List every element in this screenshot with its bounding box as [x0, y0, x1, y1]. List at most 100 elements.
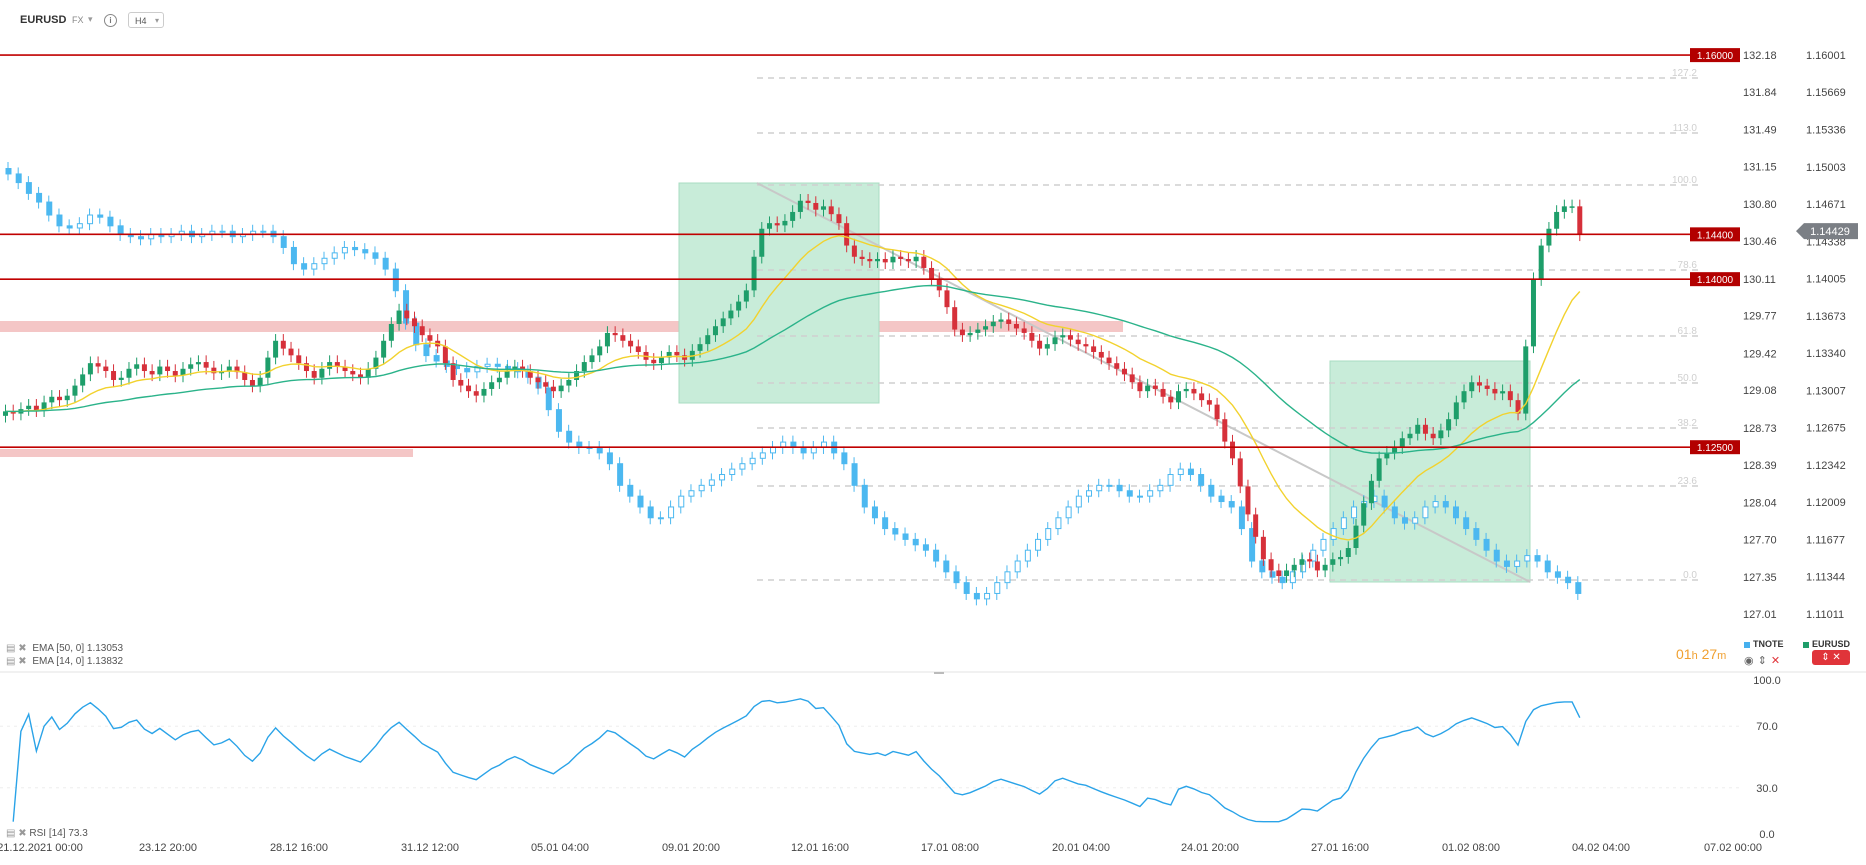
- candle-body: [574, 371, 580, 380]
- eurusd-candle: [126, 362, 132, 385]
- eurusd-candle: [1098, 345, 1104, 365]
- eurusd-candle: [1430, 427, 1436, 445]
- eurusd-candle: [1461, 384, 1467, 410]
- tnote-candle: [1493, 543, 1500, 568]
- eurusd-candle: [172, 364, 178, 383]
- tnote-candle: [219, 224, 226, 238]
- tnote-body: [1004, 571, 1011, 584]
- eurusd-candle: [1245, 479, 1251, 522]
- eurusd-candle: [658, 350, 664, 370]
- tnote-body: [107, 216, 114, 227]
- tnote-body: [5, 168, 12, 175]
- tnote-candle: [871, 500, 878, 525]
- tnote-candle: [1340, 511, 1347, 536]
- eurusd-candle: [1314, 554, 1320, 578]
- eurusd-candle: [327, 355, 333, 376]
- tnote-body: [627, 484, 634, 497]
- candle-body: [1006, 319, 1012, 324]
- eurusd-candle: [95, 356, 101, 374]
- tnote-body: [1391, 506, 1398, 519]
- eurusd-candle: [296, 348, 302, 370]
- candle-body: [1052, 337, 1058, 345]
- x-tick-label: 01.02 08:00: [1442, 842, 1500, 854]
- eye-icon[interactable]: ◉: [1744, 655, 1754, 667]
- tnote-candle: [566, 424, 573, 449]
- tnote-body: [617, 463, 624, 486]
- candle-body: [697, 344, 703, 351]
- active-series-controls[interactable]: ⇕ ✕: [1812, 650, 1850, 665]
- tnote-body: [637, 495, 644, 508]
- tnote-candle: [56, 208, 63, 233]
- candle-body: [64, 395, 70, 401]
- candle-body: [3, 411, 8, 416]
- tnote-tick-label: 127.01: [1743, 609, 1777, 621]
- eurusd-candle: [1114, 356, 1120, 376]
- reorder-icon[interactable]: ⇕: [1757, 655, 1767, 667]
- price-level-tag: [1690, 272, 1740, 287]
- resistance-zone: [0, 321, 1123, 332]
- candle-body: [496, 377, 502, 383]
- eurusd-candle: [1253, 507, 1259, 544]
- legend-swatch: [1803, 641, 1809, 648]
- tnote-candle: [87, 208, 94, 231]
- tnote-tick-label: 128.73: [1743, 423, 1777, 435]
- ema50-legend[interactable]: ▤ ✖ EMA [50, 0] 1.13053: [6, 643, 123, 654]
- chevron-down-icon[interactable]: ▾: [88, 14, 93, 24]
- eurusd-candle: [1006, 312, 1012, 331]
- toolbar: EURUSD FX ▾ i H4 ▾: [0, 0, 1866, 40]
- legend-eurusd[interactable]: EURUSD: [1803, 639, 1850, 649]
- eurusd-candle: [890, 250, 896, 270]
- eurusd-candle: [790, 205, 796, 228]
- tnote-body: [1554, 571, 1561, 578]
- tnote-candle: [1575, 576, 1582, 600]
- tnote-candle: [1228, 495, 1235, 514]
- tnote-candle: [535, 370, 542, 395]
- tnote-body: [87, 214, 94, 225]
- candle-body: [566, 379, 572, 386]
- tnote-body: [841, 452, 848, 465]
- candle-body: [442, 346, 448, 364]
- eurusd-candle: [550, 379, 556, 398]
- price-tick-label: 1.13007: [1806, 385, 1846, 397]
- candle-body: [1129, 374, 1135, 383]
- ema14-legend[interactable]: ▤ ✖ EMA [14, 0] 1.13832: [6, 656, 123, 667]
- eurusd-candle: [141, 357, 147, 378]
- eurusd-candle: [1500, 384, 1506, 401]
- rsi-legend[interactable]: ▤ ✖ RSI [14] 73.3: [6, 828, 88, 839]
- eurusd-candle: [1554, 205, 1560, 236]
- candle-body: [1415, 424, 1421, 434]
- price-tick-label: 1.15336: [1806, 124, 1846, 136]
- eurusd-candle: [1106, 350, 1112, 370]
- support-zone: [0, 449, 413, 457]
- candle-body: [1021, 328, 1027, 333]
- symbol-label[interactable]: EURUSD: [20, 14, 67, 26]
- candle-body: [149, 371, 155, 375]
- tnote-candle: [423, 338, 430, 363]
- tnote-candle: [637, 489, 644, 514]
- eurusd-candle: [651, 353, 657, 370]
- candle-countdown: 01h 27m: [1676, 646, 1727, 662]
- eurusd-candle: [496, 371, 502, 389]
- close-icon[interactable]: ✕: [1770, 655, 1781, 667]
- tnote-body: [851, 463, 858, 486]
- candle-body: [790, 211, 796, 221]
- tnote-body: [1167, 474, 1174, 486]
- candle-body: [543, 382, 549, 387]
- price-tick-label: 1.11677: [1806, 534, 1845, 546]
- x-tick-label: 04.02 04:00: [1572, 842, 1630, 854]
- tnote-body: [1524, 555, 1531, 562]
- eurusd-candle: [1284, 563, 1290, 583]
- eurusd-candle: [1183, 382, 1189, 398]
- candle-body: [720, 318, 726, 327]
- info-icon[interactable]: i: [104, 14, 117, 27]
- pane-resize-handle[interactable]: [934, 672, 944, 674]
- candle-body: [1500, 391, 1506, 394]
- fib-label: 0.0: [1683, 570, 1697, 581]
- eurusd-candle: [265, 350, 271, 385]
- candle-body: [1554, 211, 1560, 229]
- eurusd-candle: [1129, 367, 1135, 389]
- tnote-candle: [1554, 565, 1561, 584]
- legend-tnote[interactable]: TNOTE: [1744, 639, 1784, 649]
- timeframe-select[interactable]: H4 ▾: [128, 12, 164, 28]
